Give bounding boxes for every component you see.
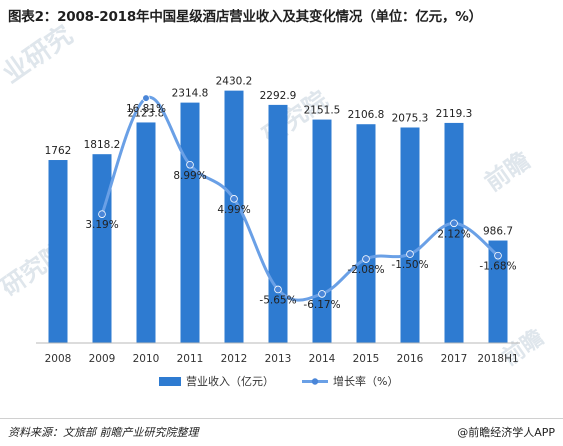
bar-label-2015: 2106.8 — [348, 109, 385, 121]
line-point-2018H1 — [494, 251, 502, 260]
line-point-2010 — [142, 94, 150, 102]
x-tick-2010: 2010 — [133, 353, 160, 365]
bar-label-2013: 2292.9 — [260, 90, 297, 102]
legend-line-marker — [311, 378, 319, 385]
line-label-2013: -5.65% — [259, 294, 296, 306]
bar-value-labels: 1762 1818.22123.82314.82430.22292.92151.5… — [45, 76, 513, 238]
bar-label-2018H1: 986.7 — [483, 226, 513, 238]
bar-2015 — [356, 124, 376, 344]
line-label-2016: -1.50% — [391, 259, 428, 271]
chart-title: 图表2：2008-2018年中国星级酒店营业收入及其变化情况（单位：亿元，%） — [8, 9, 482, 25]
bar-2017 — [444, 122, 464, 343]
source-note: 资料来源：文旅部 前瞻产业研究院整理 — [8, 426, 199, 439]
line-point-2014 — [318, 290, 326, 298]
line-label-2017: 2.12% — [437, 228, 470, 240]
bar-2013 — [268, 104, 288, 344]
x-tick-2013: 2013 — [265, 353, 292, 365]
line-point-2012 — [230, 195, 238, 203]
line-series — [98, 94, 502, 302]
line-point-2016 — [406, 250, 414, 258]
bar-2014 — [312, 119, 332, 343]
line-label-2018H1: -1.68% — [479, 261, 516, 273]
bar-label-2014: 2151.5 — [304, 105, 341, 117]
line-label-2011: 8.99% — [173, 170, 206, 182]
bar-2018H1 — [488, 240, 508, 343]
line-label-2010: 16.81% — [126, 103, 166, 115]
line-point-2013 — [274, 285, 282, 294]
bar-label-2009: 1818.2 — [84, 139, 121, 151]
bar-label-2008: 1762 — [45, 145, 72, 157]
legend-line-label: 增长率（%） — [333, 374, 398, 388]
bar-2012 — [224, 90, 244, 343]
x-tick-2018H1: 2018H1 — [477, 353, 518, 365]
line-point-2011 — [186, 160, 194, 169]
bar-2010 — [136, 122, 156, 343]
line-label-2015: -2.08% — [347, 264, 384, 276]
growth-rate-line — [100, 95, 499, 302]
chart-svg: 1762 1818.22123.82314.82430.22292.92151.5… — [36, 76, 520, 388]
x-tick-2009: 2009 — [89, 353, 116, 365]
x-tick-2012: 2012 — [221, 353, 248, 365]
bar-2011 — [180, 102, 200, 344]
bar-2009 — [92, 154, 112, 343]
line-label-2014: -6.17% — [303, 299, 340, 311]
line-label-2009: 3.19% — [85, 219, 118, 231]
legend: 营业收入（亿元） 增长率（%） — [159, 374, 398, 388]
x-tick-2011: 2011 — [177, 353, 204, 365]
brand-credit: @前瞻经济学人APP — [457, 426, 555, 439]
line-point-2009 — [98, 210, 106, 218]
footer-divider — [0, 418, 563, 419]
x-tick-2014: 2014 — [309, 353, 336, 365]
line-label-2012: 4.99% — [217, 204, 250, 216]
legend-bar-label: 营业收入（亿元） — [186, 374, 274, 388]
bar-label-2011: 2314.8 — [172, 88, 209, 100]
bar-2016 — [400, 127, 420, 344]
x-tick-2015: 2015 — [353, 353, 380, 365]
line-point-2015 — [362, 255, 370, 263]
line-point-2017 — [450, 219, 458, 228]
legend-bar-swatch — [159, 377, 181, 386]
bar-label-2012: 2430.2 — [216, 76, 253, 88]
x-axis-tick-labels: 2008 2009 2010 2011 2012 2013 2014 2015 2016 2017… — [45, 353, 519, 365]
line-value-labels: 3.19%16.81%8.99%4.99%-5.65% -6.17%-2.08% -… — [85, 103, 516, 311]
x-tick-2008: 2008 — [45, 353, 72, 365]
bar-2008 — [48, 160, 68, 343]
x-tick-2016: 2016 — [397, 353, 424, 365]
x-tick-2017: 2017 — [441, 353, 468, 365]
bar-label-2016: 2075.3 — [392, 112, 429, 124]
bar-label-2017: 2119.3 — [436, 108, 473, 120]
